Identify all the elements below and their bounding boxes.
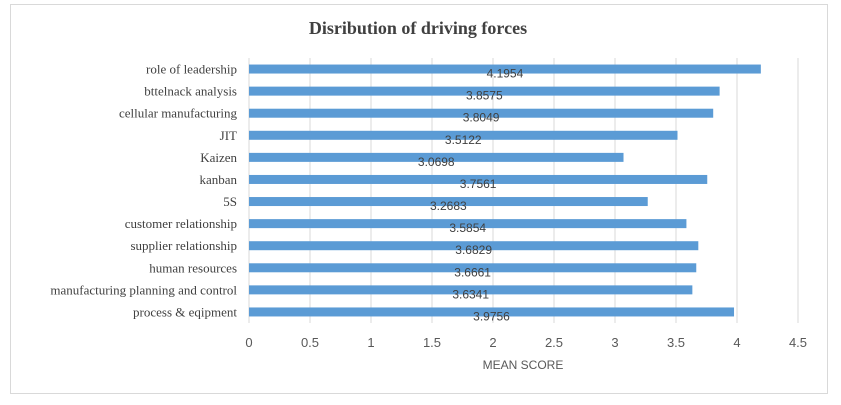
category-label: kanban — [199, 172, 237, 187]
bar — [249, 263, 697, 273]
category-label: manufacturing planning and control — [50, 282, 237, 297]
x-tick-label: 1.5 — [423, 335, 441, 350]
x-tick-label: 2.5 — [545, 335, 563, 350]
bar — [249, 174, 708, 184]
category-label: bttelnack analysis — [144, 84, 237, 99]
category-label: supplier relationship — [130, 238, 237, 253]
data-label: 3.7561 — [460, 177, 497, 191]
data-label: 3.8575 — [466, 89, 503, 103]
category-label: Kaizen — [200, 150, 237, 165]
data-label: 3.2683 — [430, 199, 467, 213]
bar — [249, 152, 624, 162]
data-label: 3.6829 — [455, 243, 492, 257]
data-label: 4.1954 — [487, 67, 524, 81]
bar — [249, 130, 678, 140]
data-label: 3.5854 — [449, 221, 486, 235]
category-label: JIT — [220, 128, 237, 143]
data-label: 3.9756 — [473, 309, 510, 323]
data-label: 3.6661 — [454, 265, 491, 279]
x-tick-label: 0 — [245, 335, 252, 350]
bar — [249, 86, 720, 96]
category-label: customer relationship — [125, 216, 237, 231]
category-label: process & eqipment — [133, 304, 237, 319]
data-labels: 4.1954 3.8575 3.8049 3.5122 3.0698 3.7561 3.26… — [418, 67, 524, 324]
bars — [249, 64, 761, 317]
bar — [249, 307, 735, 317]
x-tick-label: 4.5 — [789, 335, 807, 350]
bar — [249, 197, 648, 207]
bar — [249, 108, 714, 118]
x-tick-label: 3 — [611, 335, 618, 350]
data-label: 3.5122 — [445, 133, 482, 147]
category-label: human resources — [149, 260, 237, 275]
x-tick-labels: 0 0.5 1 1.5 2 2.5 3 3.5 4 4.5 — [245, 335, 807, 350]
x-tick-label: 3.5 — [667, 335, 685, 350]
bar — [249, 241, 699, 251]
x-tick-label: 2 — [489, 335, 496, 350]
category-label: role of leadership — [146, 62, 237, 77]
gridlines — [248, 58, 799, 323]
category-labels: role of leadership bttelnack analysis cell… — [50, 62, 237, 320]
category-label: 5S — [223, 194, 237, 209]
bar — [249, 64, 761, 74]
data-label: 3.0698 — [418, 155, 455, 169]
x-tick-label: 1 — [367, 335, 374, 350]
bar — [249, 219, 687, 229]
x-tick-label: 4 — [733, 335, 740, 350]
x-axis-title: MEAN SCORE — [483, 358, 564, 372]
data-label: 3.8049 — [463, 111, 500, 125]
data-label: 3.6341 — [452, 287, 489, 301]
chart-title: Disribution of driving forces — [309, 18, 527, 38]
bar — [249, 285, 693, 295]
category-label: cellular manufacturing — [119, 106, 238, 121]
x-tick-label: 0.5 — [301, 335, 319, 350]
